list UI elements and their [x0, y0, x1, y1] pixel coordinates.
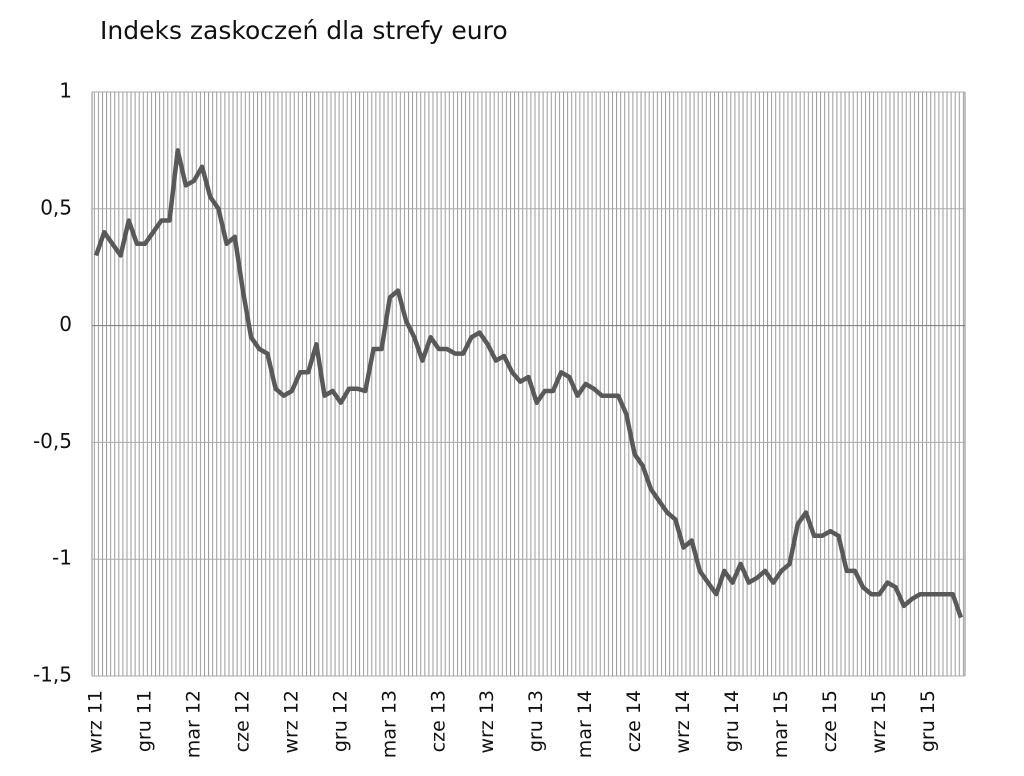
- x-tick-label: wrz 12: [280, 690, 302, 754]
- x-tick-label: gru 14: [721, 690, 743, 752]
- x-tick-label: cze 14: [623, 690, 645, 752]
- y-tick-label: 0: [59, 312, 72, 336]
- x-tick-label: wrz 15: [868, 690, 890, 754]
- x-tick-label: cze 12: [231, 690, 253, 752]
- x-tick-label: mar 12: [182, 690, 204, 758]
- x-tick-label: gru 15: [917, 690, 939, 752]
- x-tick-label: mar 15: [770, 690, 792, 758]
- y-tick-label: -1,5: [33, 663, 72, 687]
- x-tick-label: mar 14: [574, 690, 596, 758]
- x-tick-label: gru 13: [525, 690, 547, 752]
- x-tick-label: wrz 14: [672, 690, 694, 754]
- x-tick-label: wrz 11: [85, 690, 107, 754]
- x-tick-label: cze 15: [819, 690, 841, 752]
- x-tick-label: gru 12: [329, 690, 351, 752]
- y-tick-label: 1: [59, 79, 72, 103]
- x-tick-label: cze 13: [427, 690, 449, 752]
- y-tick-label: -0,5: [33, 429, 72, 453]
- x-tick-label: mar 13: [378, 690, 400, 758]
- y-tick-label: 0,5: [40, 195, 72, 219]
- x-tick-label: wrz 13: [476, 690, 498, 754]
- y-tick-label: -1: [52, 546, 72, 570]
- data-line: [93, 148, 964, 619]
- x-tick-label: gru 11: [134, 690, 156, 752]
- chart-title: Indeks zaskoczeń dla strefy euro: [100, 16, 508, 45]
